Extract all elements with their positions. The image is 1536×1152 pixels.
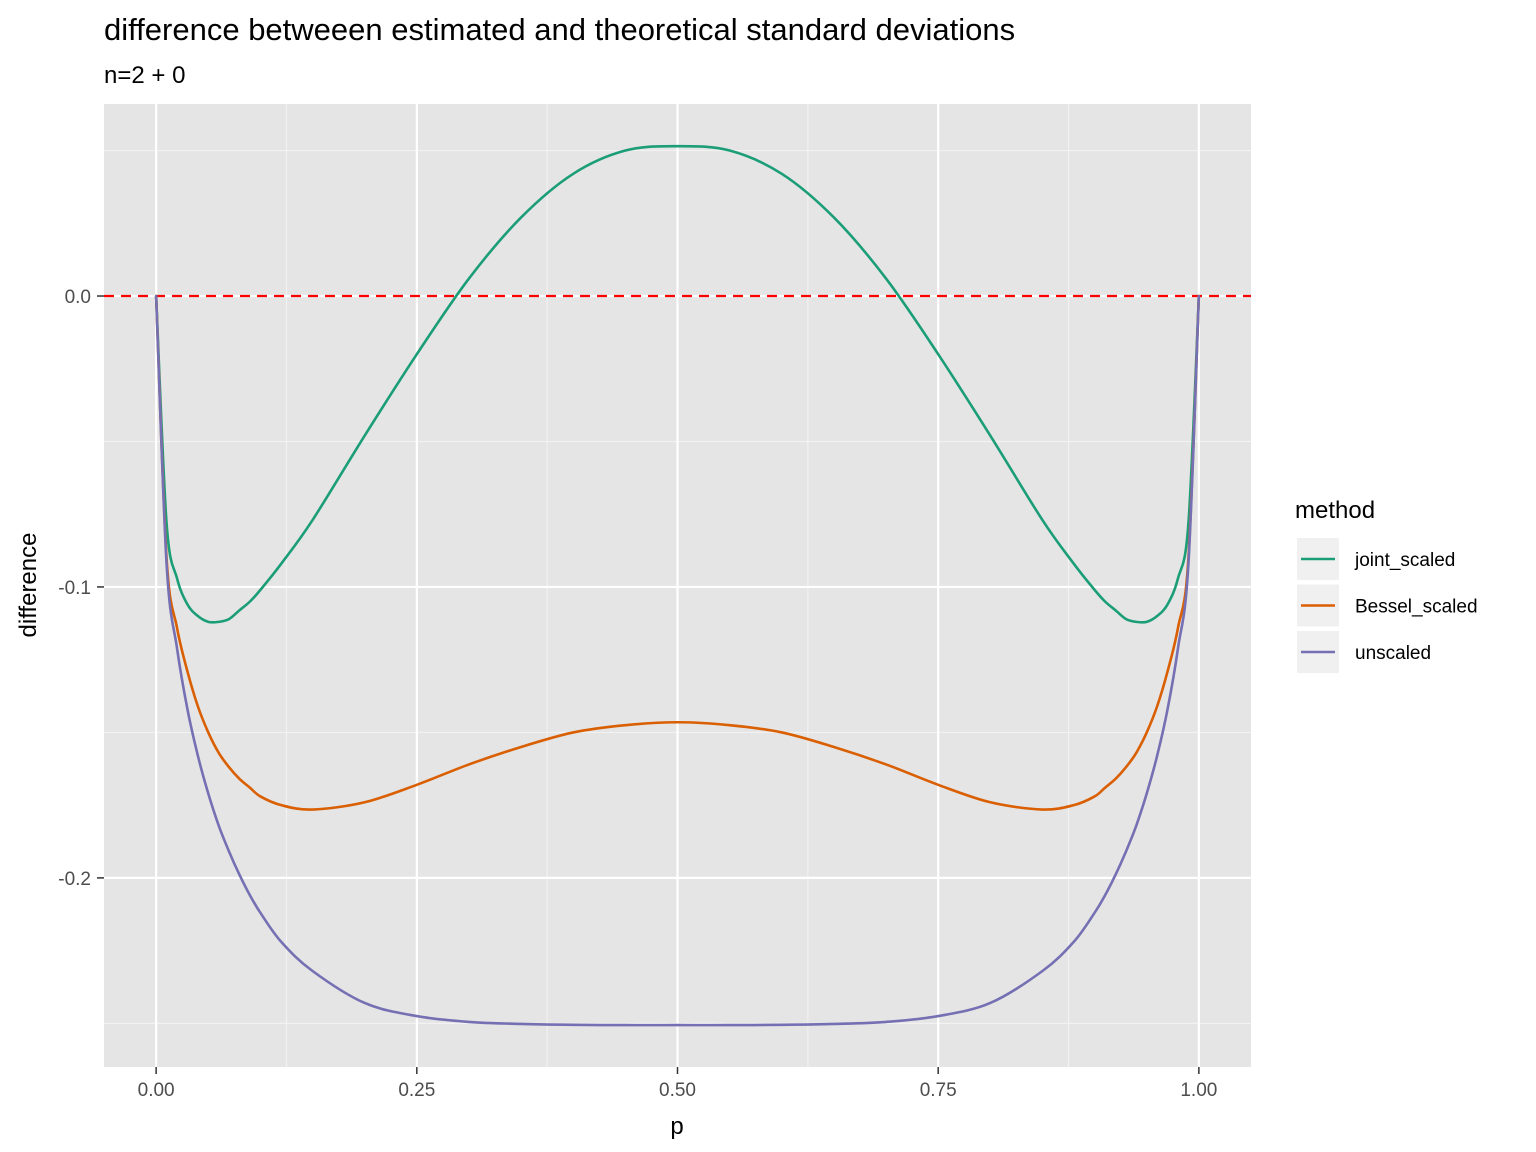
legend-label: Bessel_scaled [1355, 597, 1478, 618]
legend-label: joint_scaled [1354, 550, 1455, 571]
series-line-unscaled [154, 294, 1201, 1027]
legend-items: joint_scaled Bessel_scaled unscaled [1297, 538, 1478, 673]
series-line-bessel-scaled [154, 294, 1201, 811]
y-tick-label: -0.1 [58, 578, 91, 599]
x-tick-label: 0.00 [138, 1080, 175, 1101]
y-tick-label: -0.2 [58, 869, 91, 890]
series-layer [154, 144, 1201, 1027]
legend-title: method [1295, 497, 1375, 524]
chart-subtitle: n=2 + 0 [104, 62, 185, 89]
chart-title: difference betweeen estimated and theore… [104, 12, 1015, 47]
x-tick-label: 0.75 [920, 1080, 957, 1101]
y-axis: 0.0 -0.1 -0.2 [58, 287, 104, 890]
y-axis-title: difference [15, 533, 42, 638]
grid-major [104, 104, 1251, 1067]
x-axis: 0.00 0.25 0.50 0.75 1.00 [138, 1067, 1217, 1101]
series-line-joint-scaled [154, 144, 1201, 624]
legend-item: Bessel_scaled [1297, 584, 1478, 627]
legend-label: unscaled [1355, 643, 1431, 664]
x-tick-label: 1.00 [1180, 1080, 1217, 1101]
legend-item: unscaled [1297, 631, 1431, 673]
x-axis-title: p [670, 1113, 683, 1140]
y-tick-label: 0.0 [65, 287, 91, 308]
legend: method joint_scaled Bessel_scaled unscaled [1295, 497, 1478, 673]
x-tick-label: 0.50 [659, 1080, 696, 1101]
legend-item: joint_scaled [1297, 538, 1455, 580]
x-tick-label: 0.25 [398, 1080, 435, 1101]
